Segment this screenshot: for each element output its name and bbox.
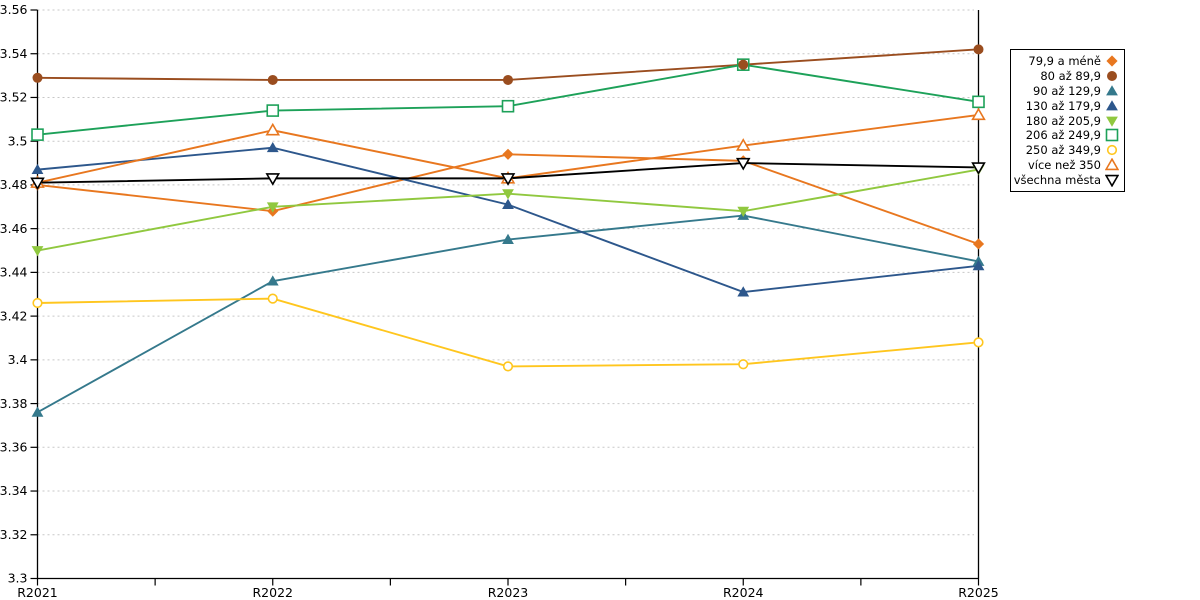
legend-marker-triangle-down-icon	[1105, 174, 1119, 187]
marker-diamond	[972, 238, 985, 250]
legend-item-250-a-349-9: 250 až 349,9	[1015, 143, 1119, 157]
marker-square	[1105, 129, 1119, 142]
x-tick-label: R2021	[17, 585, 58, 600]
marker-circle	[267, 74, 278, 85]
marker-triangle-down	[31, 246, 44, 257]
marker-triangle-down	[265, 173, 281, 186]
marker-triangle-down	[737, 206, 750, 217]
marker-diamond	[1106, 55, 1118, 67]
marker-triangle-down	[971, 162, 986, 175]
y-tick-label: 3.52	[0, 90, 28, 105]
x-tick-label: R2025	[958, 585, 999, 600]
legend-label: 250 až 349,9	[1025, 143, 1101, 158]
marker-circle	[738, 359, 749, 370]
marker-circle	[502, 361, 514, 372]
legend-item-v-ce-ne-350: více než 350	[1015, 158, 1119, 172]
legend-label: 79,9 a méně	[1028, 54, 1101, 68]
marker-circle	[503, 74, 513, 85]
y-tick-label: 3.4	[8, 352, 28, 367]
marker-triangle-down	[266, 202, 279, 213]
marker-circle	[973, 44, 984, 55]
y-tick-label: 3.5	[8, 133, 28, 148]
legend-label: 180 až 205,9	[1025, 113, 1101, 128]
legend-item-80-a-89-9: 80 až 89,9	[1015, 69, 1119, 83]
x-tick-label: R2023	[488, 585, 529, 600]
legend-label: všechna města	[1013, 173, 1101, 187]
legend-marker-circle-icon	[1106, 145, 1118, 156]
marker-diamond	[502, 148, 514, 160]
marker-triangle-down	[1105, 174, 1119, 187]
legend-label: 206 až 249,9	[1025, 128, 1101, 143]
marker-circle	[1106, 145, 1118, 156]
marker-square	[266, 104, 280, 117]
legend-marker-triangle-up-icon	[1106, 84, 1118, 96]
legend-marker-circle-icon	[1107, 70, 1117, 81]
legend-label: 90 až 129,9	[1033, 83, 1101, 98]
marker-circle	[1107, 70, 1117, 81]
series-line-130-a-179-9	[37, 146, 979, 294]
marker-triangle-up	[266, 141, 279, 153]
marker-triangle-up	[1106, 84, 1118, 96]
marker-circle	[738, 59, 749, 70]
marker-triangle-down	[30, 177, 45, 191]
x-tick-label: R2022	[253, 585, 294, 600]
legend-marker-triangle-up-icon	[1106, 99, 1118, 111]
legend-label: 130 až 179,9	[1025, 98, 1101, 113]
legend-marker-diamond-icon	[1106, 55, 1118, 67]
marker-circle	[973, 337, 984, 348]
marker-triangle-up	[266, 275, 279, 286]
marker-triangle-up	[502, 198, 514, 210]
y-tick-label: 3.42	[0, 308, 28, 323]
marker-triangle-up	[265, 122, 281, 136]
y-tick-label: 3.32	[0, 527, 28, 542]
marker-triangle-up	[1105, 158, 1119, 171]
legend-marker-triangle-up-icon	[1105, 158, 1119, 171]
marker-circle	[32, 297, 43, 309]
marker-triangle-up	[971, 107, 986, 121]
marker-triangle-up	[31, 406, 44, 417]
legend-label: více než 350	[1027, 158, 1101, 173]
y-tick-label: 3.46	[0, 221, 28, 236]
marker-square	[972, 95, 985, 109]
legend-item-130-a-179-9: 130 až 179,9	[1015, 99, 1119, 113]
y-tick-label: 3.48	[0, 177, 28, 192]
marker-triangle-up	[1106, 99, 1118, 111]
y-tick-label: 3.3	[8, 571, 28, 586]
marker-circle	[32, 72, 43, 83]
legend-item-180-a-205-9: 180 až 205,9	[1015, 114, 1119, 128]
marker-triangle-down	[1106, 116, 1118, 127]
marker-square	[31, 128, 44, 141]
legend-item-90-a-129-9: 90 až 129,9	[1015, 84, 1119, 98]
y-tick-label: 3.38	[0, 396, 28, 411]
y-tick-label: 3.44	[0, 265, 28, 280]
legend-marker-triangle-down-icon	[1106, 116, 1118, 127]
legend-item-206-a-249-9: 206 až 249,9	[1015, 128, 1119, 142]
marker-triangle-down	[500, 173, 516, 186]
legend-item-v-echna-m-sta: všechna města	[1013, 173, 1119, 187]
marker-circle	[267, 293, 278, 304]
legend-item-79-9-a-m-n: 79,9 a méně	[1015, 54, 1119, 68]
legend: 79,9 a méně 80 až 89,9 90 až 129,9 130 až 1…	[1010, 49, 1125, 192]
marker-triangle-up	[972, 260, 985, 271]
y-tick-label: 3.54	[0, 46, 28, 61]
y-tick-label: 3.56	[0, 2, 28, 17]
y-tick-label: 3.34	[0, 483, 28, 498]
marker-triangle-up	[735, 138, 751, 151]
marker-triangle-up	[502, 233, 514, 244]
legend-label: 80 až 89,9	[1040, 68, 1101, 83]
marker-triangle-down	[502, 189, 514, 200]
marker-square	[501, 99, 515, 113]
y-tick-label: 3.36	[0, 440, 28, 455]
marker-triangle-up	[31, 163, 44, 175]
marker-triangle-up	[737, 286, 750, 297]
legend-marker-square-icon	[1105, 129, 1119, 142]
series-line-90-a-129-9	[37, 214, 979, 414]
marker-triangle-down	[735, 157, 751, 171]
x-tick-label: R2024	[723, 585, 764, 600]
series-line-250-a-349-9	[37, 297, 979, 368]
